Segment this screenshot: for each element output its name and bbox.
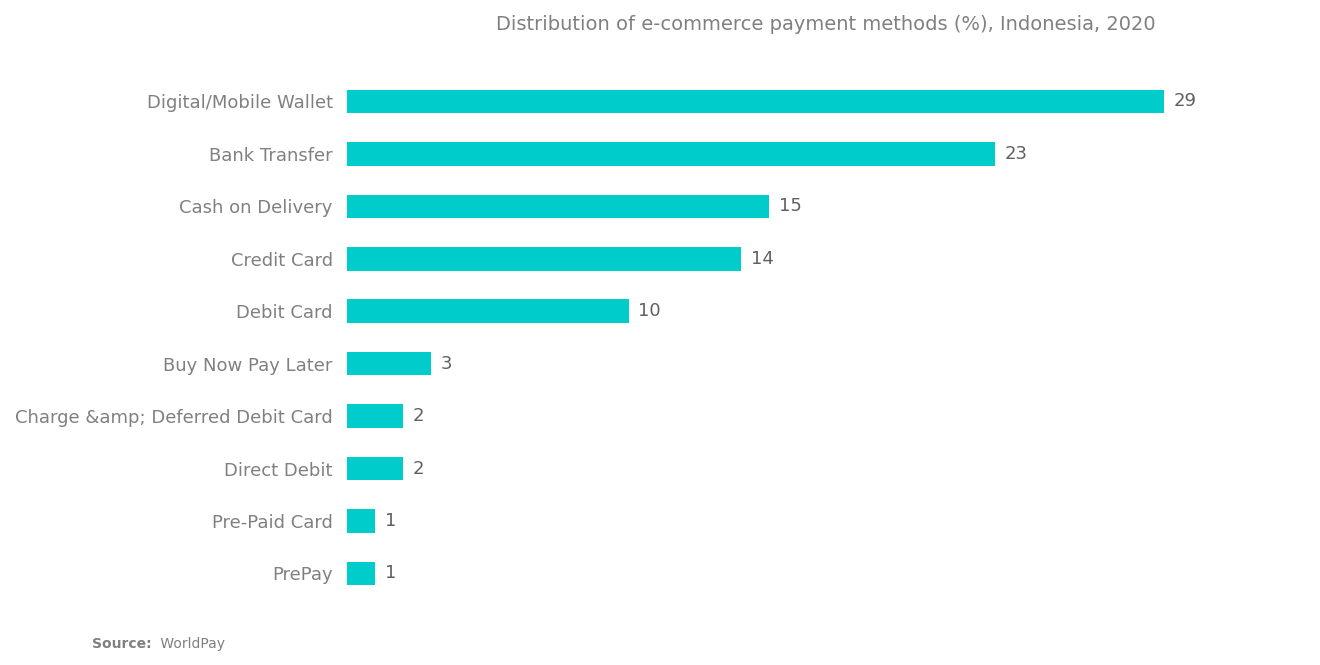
Bar (347, 562, 375, 585)
Bar (347, 457, 403, 480)
Bar (347, 299, 628, 323)
Text: 10: 10 (639, 302, 661, 320)
Bar (347, 194, 770, 218)
Text: 1: 1 (384, 565, 396, 583)
Bar (347, 352, 432, 376)
Bar (347, 404, 403, 428)
Text: 15: 15 (779, 198, 803, 215)
Bar (347, 509, 375, 533)
Text: 2: 2 (413, 460, 424, 477)
Title: Distribution of e-commerce payment methods (%), Indonesia, 2020: Distribution of e-commerce payment metho… (496, 15, 1155, 34)
Text: 29: 29 (1173, 92, 1197, 110)
Text: WorldPay: WorldPay (156, 637, 224, 652)
Bar (347, 142, 995, 166)
Text: 3: 3 (441, 354, 453, 372)
Text: 23: 23 (1005, 145, 1028, 163)
Text: 1: 1 (384, 512, 396, 530)
Text: Source:: Source: (92, 637, 152, 652)
Text: 14: 14 (751, 250, 774, 268)
Bar (347, 247, 742, 271)
Bar (347, 90, 1164, 113)
Text: 2: 2 (413, 407, 424, 425)
